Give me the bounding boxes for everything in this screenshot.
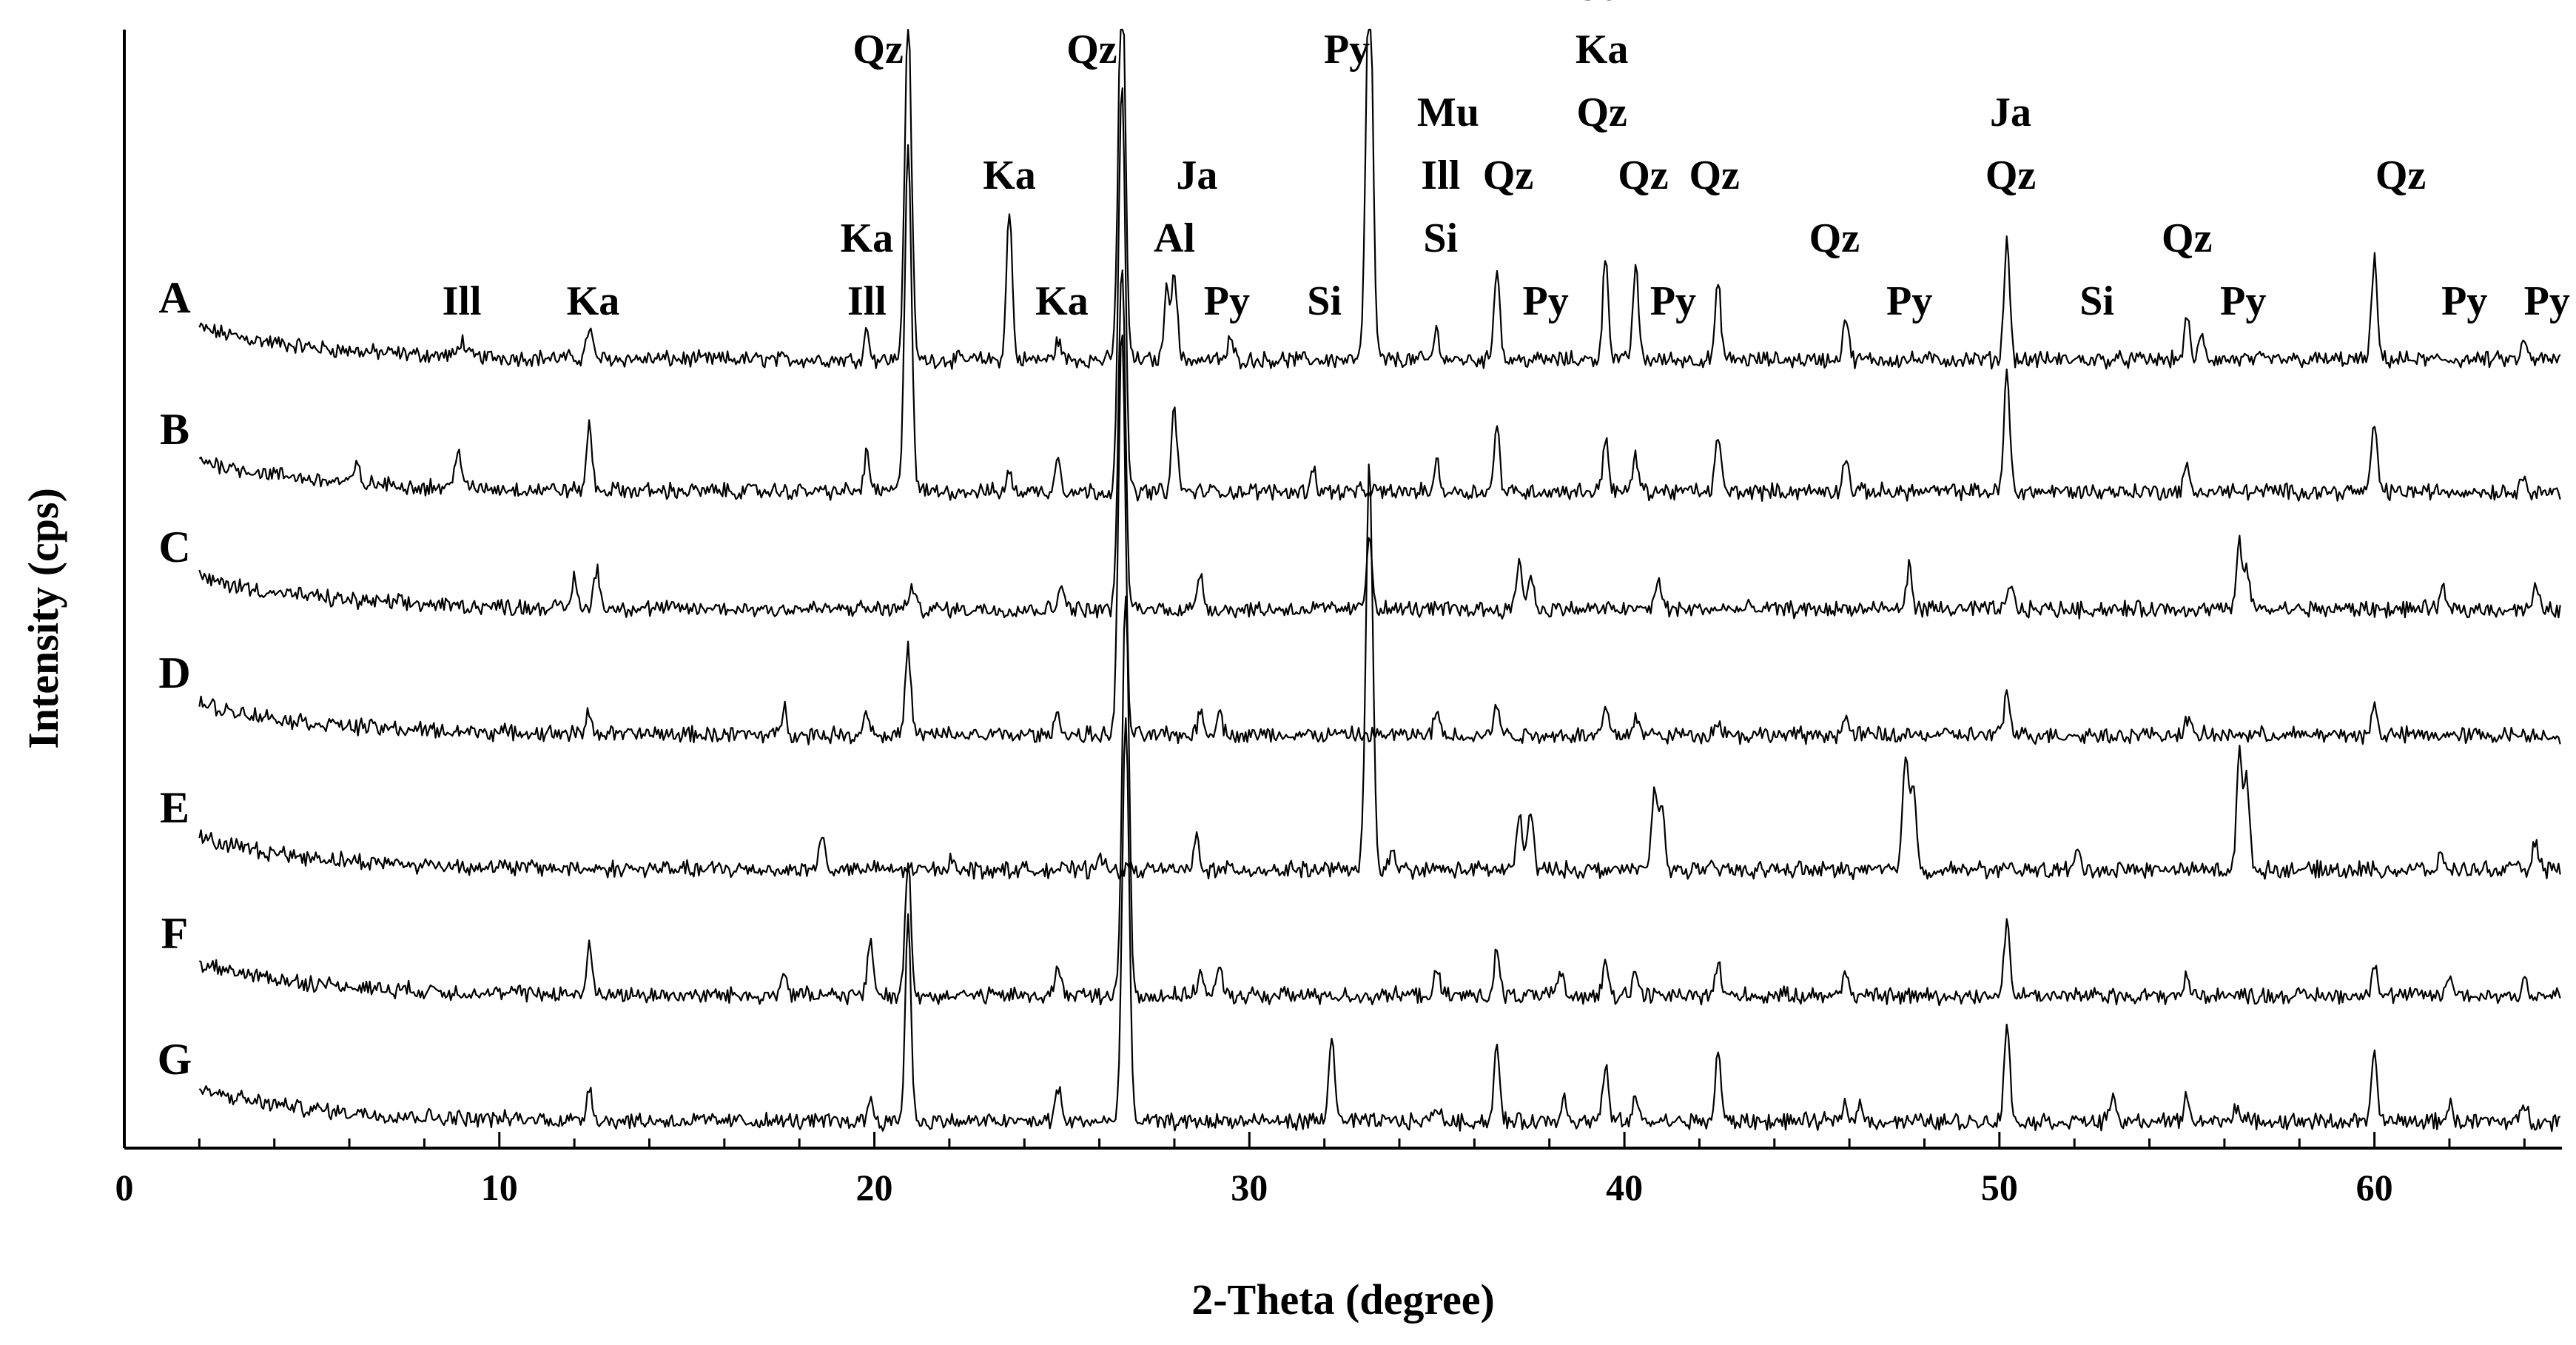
x-tick-label: 30 [1231,1167,1268,1208]
peak-label: Py [1650,278,1696,324]
peak-label: Qz [1618,152,1668,198]
x-axis-ticks: 0 10 20 30 40 50 60 [115,1132,2526,1208]
peak-label: Qz [1576,90,1627,135]
x-tick-label: 0 [115,1167,134,1208]
peak-label: Py [1523,278,1569,324]
peak-label: Py [2441,278,2487,324]
peak-label: Qz [1809,215,1860,261]
peak-labels: IllKaKaIllQzKaKaQzJaAlPySiPyMuIllSiQzPyJ… [443,0,2570,324]
peak-label: Ja [1990,90,2031,135]
peak-label: Ja [1581,0,1623,10]
axes: 0 10 20 30 40 50 60 [115,30,2562,1208]
peak-label: Ja [1176,152,1217,198]
x-axis-title: 2-Theta (degree) [1191,1275,1495,1324]
sample-label-B: B [160,405,189,454]
x-tick-label: 40 [1606,1167,1643,1208]
trace-B [198,87,2561,502]
sample-label-A: A [158,273,190,322]
peak-label: Si [1423,215,1458,261]
peak-label: Ka [1035,278,1089,324]
trace-F [198,595,2561,1007]
x-tick-label: 50 [1981,1167,2018,1208]
peak-label: Qz [2162,215,2212,261]
peak-label: Py [2220,278,2266,324]
peak-label: Qz [2375,152,2426,198]
sample-label-D: D [158,648,190,697]
peak-label: Ka [567,278,620,324]
peak-label: Py [1324,27,1370,73]
trace-C [198,269,2561,620]
peak-label: Py [2524,278,2570,324]
peak-label: Al [1154,215,1195,261]
peak-label: Qz [1985,152,2036,198]
sample-label-C: C [158,523,190,571]
trace-G [198,717,2561,1133]
peak-label: Qz [1689,152,1739,198]
peak-label: Mu [1417,90,1479,135]
peak-label: Ka [841,215,894,261]
xrd-traces [198,28,2561,1133]
peak-label: Qz [852,27,903,73]
peak-label: Qz [1066,27,1117,73]
peak-label: Si [1307,278,1342,324]
peak-label: Ill [1421,152,1460,198]
peak-label: Ka [1575,27,1629,73]
peak-label: Ill [847,278,887,324]
peak-label: Ill [443,278,482,324]
y-axis-title: Intensity (cps) [19,488,67,749]
x-tick-label: 10 [481,1167,518,1208]
sample-label-F: F [161,909,189,958]
trace-A [198,28,2561,370]
peak-label: Qz [1483,152,1533,198]
sample-label-G: G [158,1035,192,1084]
sample-label-E: E [160,783,189,832]
sample-labels: A B C D E F G [158,273,192,1084]
trace-D [198,334,2561,745]
peak-label: Py [1886,278,1932,324]
peak-label: Ka [983,152,1036,198]
x-tick-label: 60 [2356,1167,2393,1208]
peak-label: Py [1204,278,1250,324]
x-tick-label: 20 [856,1167,893,1208]
peak-label: Si [2079,278,2114,324]
trace-E [198,463,2561,881]
